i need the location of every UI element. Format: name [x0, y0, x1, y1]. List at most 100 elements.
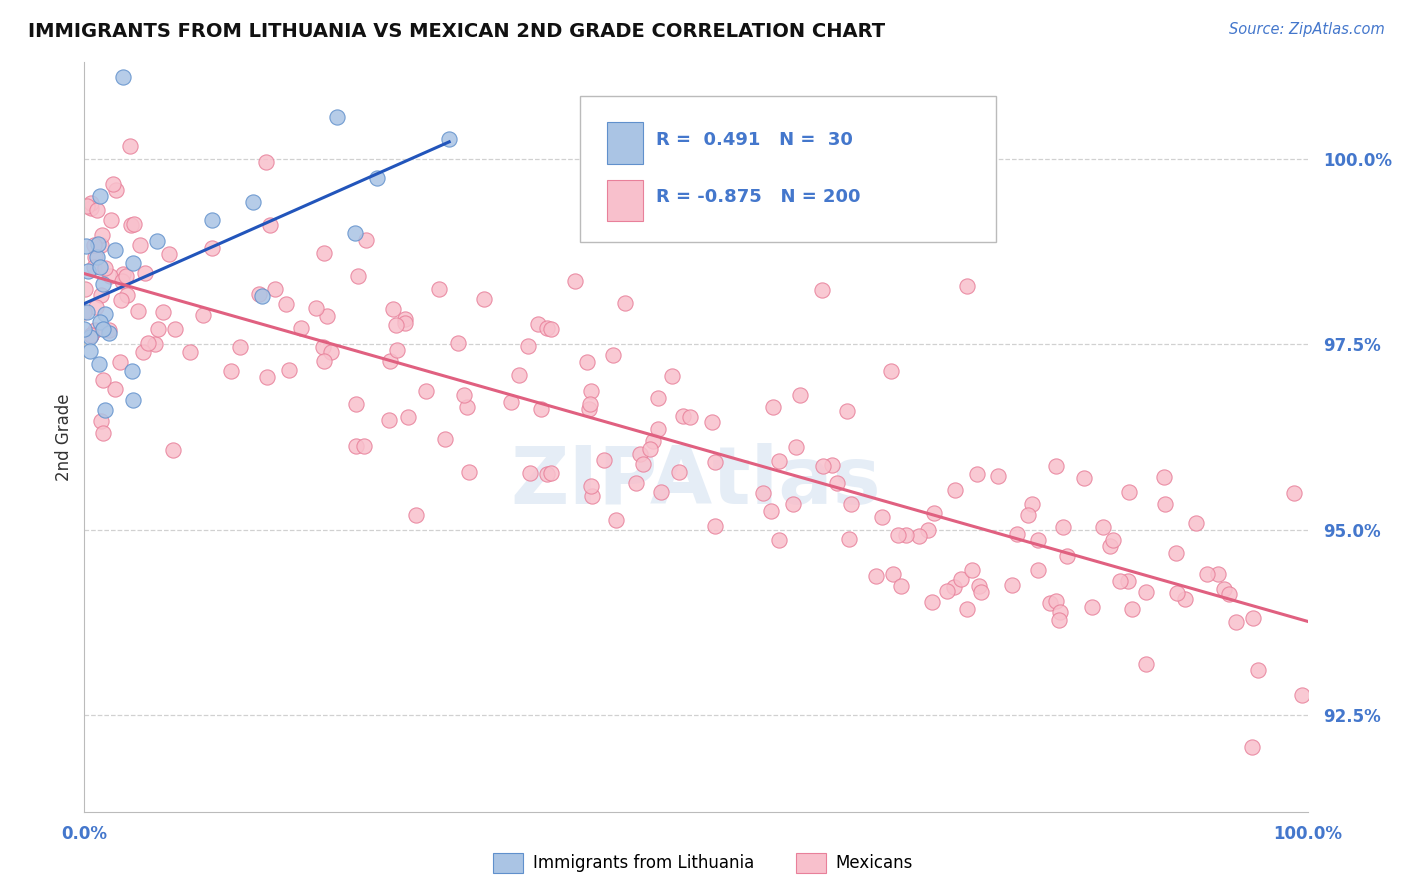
Point [1045, 458, 1067, 473]
Point [242, 194, 264, 209]
Point [314, 353, 336, 368]
Point [536, 467, 558, 481]
Point [960, 562, 983, 576]
Point [201, 241, 224, 255]
Point [219, 364, 242, 378]
Point [89, 188, 111, 202]
Point [145, 336, 167, 351]
Point [668, 465, 690, 479]
Point [84, 300, 107, 314]
Point [956, 279, 979, 293]
Point [83, 238, 105, 252]
Point [508, 368, 530, 383]
Point [457, 465, 479, 479]
Point [661, 368, 683, 383]
Point [162, 443, 184, 458]
Point [936, 583, 959, 598]
Point [90, 287, 112, 301]
Point [84, 250, 107, 264]
Point [579, 397, 602, 411]
Point [100, 212, 122, 227]
Point [378, 354, 401, 368]
Point [752, 485, 775, 500]
Point [1045, 594, 1067, 608]
Point [344, 227, 367, 241]
Point [602, 348, 624, 362]
Point [700, 415, 723, 429]
Point [91, 426, 114, 441]
Point [970, 585, 993, 599]
Point [921, 594, 943, 608]
Point [278, 363, 301, 377]
Point [129, 238, 152, 252]
Point [890, 579, 912, 593]
Point [90, 414, 112, 428]
Point [111, 267, 134, 281]
Point [474, 292, 496, 306]
Point [405, 508, 427, 522]
Point [79, 328, 101, 343]
Point [396, 409, 419, 424]
Point [80, 195, 103, 210]
Point [366, 171, 388, 186]
Point [103, 243, 125, 257]
Point [501, 395, 523, 409]
Point [83, 260, 105, 274]
Point [922, 506, 945, 520]
Point [578, 402, 600, 417]
Point [950, 572, 973, 586]
Point [837, 404, 859, 418]
Point [650, 484, 672, 499]
Point [93, 260, 115, 275]
Point [91, 277, 114, 292]
Point [110, 293, 132, 308]
Point [256, 370, 278, 384]
Point [956, 602, 979, 616]
Point [134, 266, 156, 280]
Point [356, 233, 378, 247]
Point [259, 218, 281, 232]
FancyBboxPatch shape [606, 122, 644, 163]
Point [679, 410, 702, 425]
Point [540, 321, 562, 335]
Point [415, 384, 437, 398]
Point [887, 527, 910, 541]
Text: ZIPAtlas: ZIPAtlas [510, 443, 882, 521]
Point [80, 327, 103, 342]
Point [1153, 469, 1175, 483]
Point [91, 322, 114, 336]
Point [1121, 602, 1143, 616]
Point [1213, 582, 1236, 597]
Point [908, 529, 931, 543]
Point [839, 497, 862, 511]
Point [93, 307, 115, 321]
Point [1091, 519, 1114, 533]
Point [614, 296, 637, 310]
Point [456, 400, 478, 414]
Point [115, 288, 138, 302]
Point [344, 396, 367, 410]
Point [97, 326, 120, 340]
Point [704, 455, 727, 469]
Point [865, 569, 887, 583]
Point [90, 237, 112, 252]
Point [782, 497, 804, 511]
Point [987, 469, 1010, 483]
Point [89, 357, 111, 371]
Point [1039, 596, 1062, 610]
Point [1284, 486, 1306, 500]
Point [576, 355, 599, 369]
Point [1225, 615, 1247, 630]
Point [254, 154, 277, 169]
Point [122, 392, 145, 407]
Point [104, 183, 127, 197]
Point [1021, 497, 1043, 511]
Point [179, 345, 201, 359]
Point [882, 566, 904, 581]
Point [536, 321, 558, 335]
Point [1056, 549, 1078, 563]
Point [1185, 516, 1208, 530]
Point [112, 70, 135, 84]
Point [132, 344, 155, 359]
Point [1109, 574, 1132, 588]
